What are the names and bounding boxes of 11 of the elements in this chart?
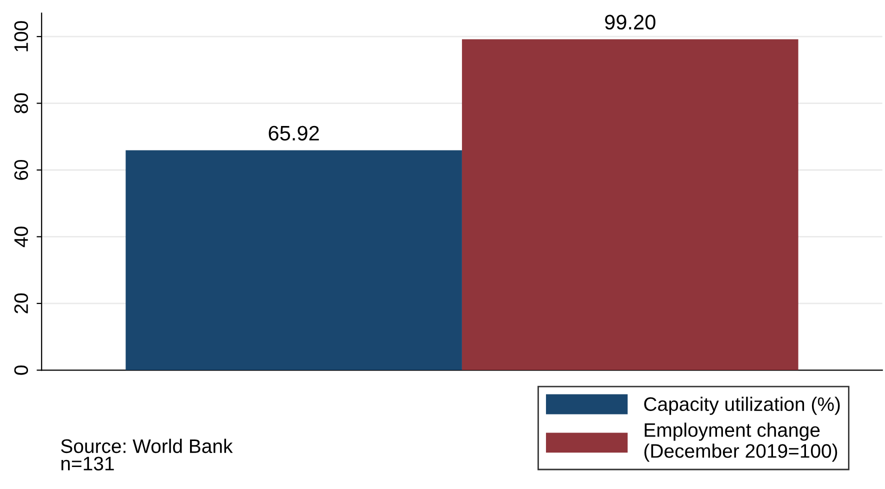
legend-label: Employment change (December 2019=100) <box>644 422 838 462</box>
text: 99.20 <box>605 14 656 30</box>
y-tick-label: 40 <box>14 226 28 248</box>
legend-label: Capacity utilization (%) <box>644 396 840 415</box>
y-tick-label: 0 <box>14 366 28 375</box>
y-tick-label: 60 <box>14 160 28 180</box>
y-tick-label: 100 <box>14 21 28 52</box>
text: 65.92 <box>268 126 319 141</box>
source-note: Source: World Bank n=131 <box>61 438 233 470</box>
y-tick-label: 20 <box>14 293 28 314</box>
y-tick-label: 80 <box>14 93 28 114</box>
